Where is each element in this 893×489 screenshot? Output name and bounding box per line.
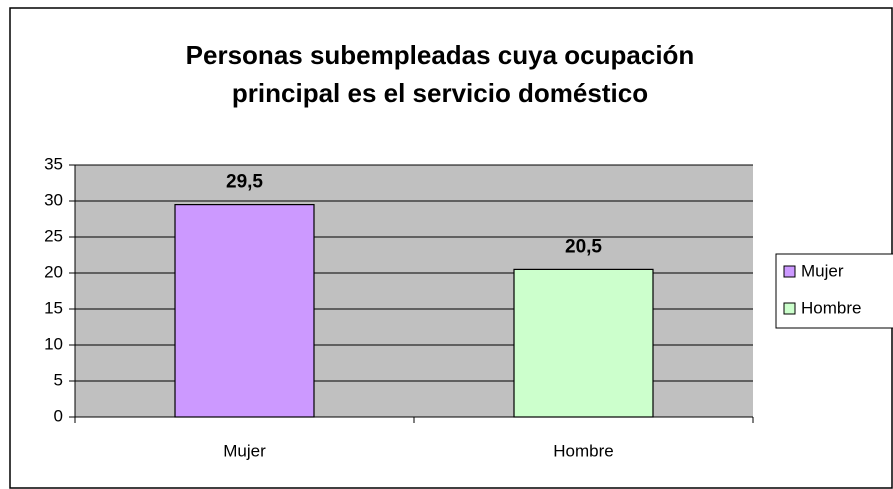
bar	[513, 268, 654, 418]
y-tick-label: 15	[44, 298, 63, 317]
legend-label: Hombre	[801, 298, 861, 317]
x-tick-label: Mujer	[223, 441, 266, 460]
legend-label: Mujer	[801, 261, 844, 280]
bar	[174, 204, 315, 418]
legend-swatch	[783, 265, 796, 278]
chart-title: Personas subempleadas cuya ocupación pri…	[185, 40, 695, 108]
legend-swatch	[783, 302, 796, 315]
y-tick-label: 10	[44, 334, 63, 353]
y-tick-label: 0	[54, 406, 63, 425]
y-tick-label: 30	[44, 190, 63, 209]
data-label: 20,5	[565, 236, 602, 257]
data-label: 29,5	[226, 172, 263, 193]
y-tick-label: 20	[44, 262, 63, 281]
y-tick-label: 25	[44, 226, 63, 245]
y-tick-label: 5	[54, 370, 63, 389]
x-tick-label: Hombre	[553, 441, 613, 460]
y-tick-label: 35	[44, 154, 63, 173]
